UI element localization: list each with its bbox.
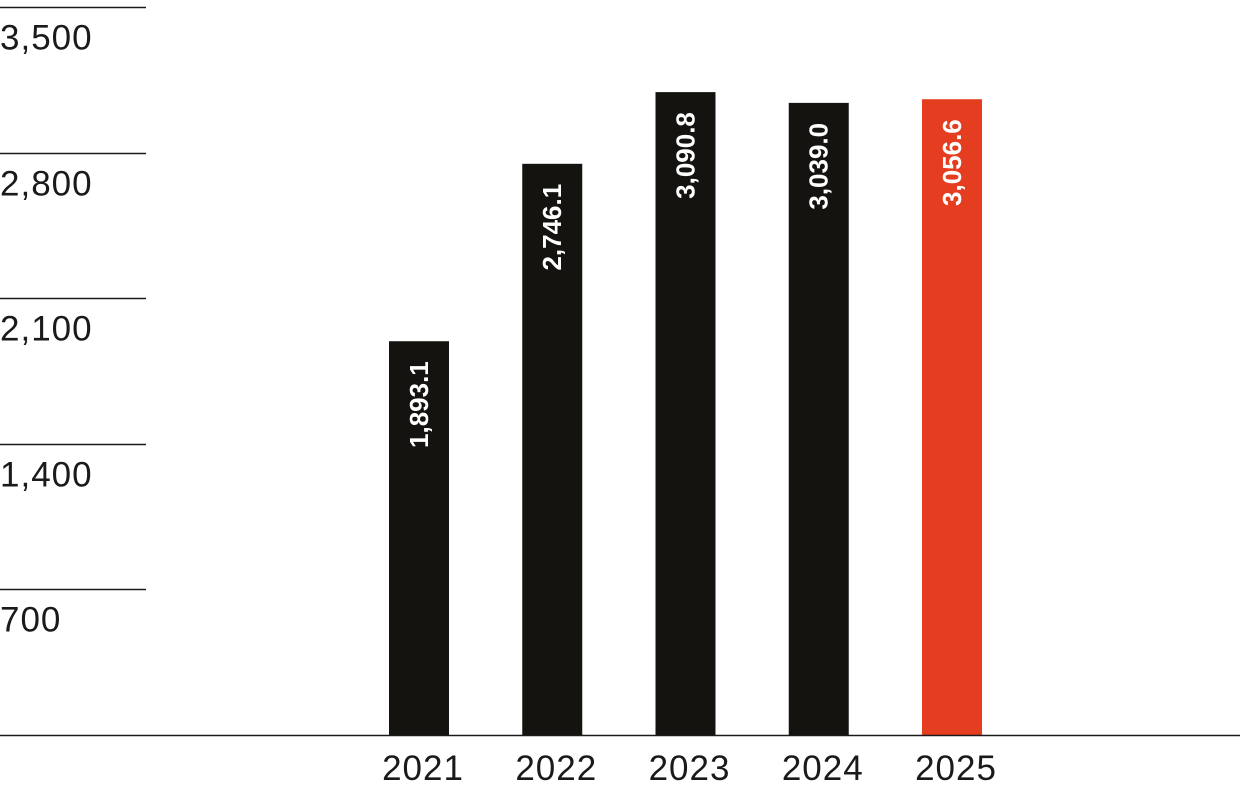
x-axis: 2021 2022 2023 2024 2025 xyxy=(0,734,1240,788)
y-tick-label: 700 xyxy=(0,601,61,640)
x-category-label: 2024 xyxy=(782,749,864,788)
bar-2024 xyxy=(788,102,849,735)
y-tick-label: 1,400 xyxy=(0,456,93,495)
bar-value-label: 3,090.8 xyxy=(671,112,701,199)
y-tick-label: 3,500 xyxy=(0,19,93,58)
bar-value-label: 3,039.0 xyxy=(804,123,834,210)
x-category-label: 2025 xyxy=(915,749,997,788)
y-tick-label: 2,800 xyxy=(0,165,93,204)
bar-2025 xyxy=(922,99,982,736)
bar-value-label: 2,746.1 xyxy=(537,184,567,271)
bar-2021 xyxy=(389,341,449,735)
x-category-label: 2022 xyxy=(515,749,597,788)
bar-2022 xyxy=(522,163,583,735)
x-category-label: 2021 xyxy=(382,749,464,788)
bars: 1,893.1 2,746.1 3,090.8 3,039.0 3,056.6 xyxy=(389,92,982,736)
bar-value-label: 3,056.6 xyxy=(937,119,967,206)
y-tick-label: 2,100 xyxy=(0,310,93,349)
bar-value-label: 1,893.1 xyxy=(404,361,434,448)
bar-2023 xyxy=(655,92,716,736)
y-axis: 700 1,400 2,100 2,800 3,500 xyxy=(0,6,146,640)
x-category-label: 2023 xyxy=(649,749,731,788)
